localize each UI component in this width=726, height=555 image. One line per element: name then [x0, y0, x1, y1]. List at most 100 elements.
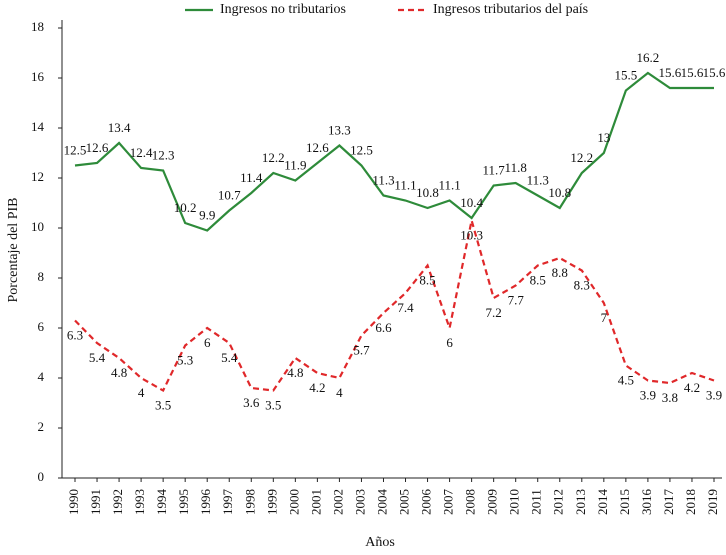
- data-label: 8.3: [574, 277, 590, 292]
- y-tick-label: 0: [38, 469, 45, 484]
- x-tick-label: 1990: [66, 489, 81, 515]
- x-tick-label: 2001: [308, 489, 323, 515]
- x-tick-label: 1999: [264, 489, 279, 515]
- y-tick-label: 2: [38, 419, 45, 434]
- x-tick-label: 1996: [198, 489, 213, 516]
- data-label: 12.2: [570, 150, 593, 165]
- x-tick-label: 2015: [617, 489, 632, 515]
- y-tick-label: 18: [31, 19, 44, 34]
- x-tick-label: 1993: [132, 489, 147, 515]
- y-tick-label: 12: [31, 169, 44, 184]
- data-label: 7.4: [397, 300, 414, 315]
- x-tick-label: 1991: [88, 489, 103, 515]
- x-tick-label: 2011: [529, 489, 544, 515]
- y-tick-label: 10: [31, 219, 44, 234]
- x-tick-label: 2005: [397, 489, 412, 515]
- data-label: 3.9: [640, 387, 656, 402]
- data-label: 12.2: [262, 150, 285, 165]
- data-label: 9.9: [199, 207, 215, 222]
- data-label: 15.6: [681, 65, 704, 80]
- data-label: 10.7: [218, 187, 241, 202]
- y-tick-label: 16: [31, 69, 45, 84]
- x-axis-label: Años: [365, 535, 395, 550]
- data-label: 3.5: [155, 397, 171, 412]
- series-line: [74, 220, 715, 393]
- data-label: 10.2: [174, 200, 197, 215]
- data-label: 4.2: [684, 380, 700, 395]
- y-tick-label: 14: [31, 119, 45, 134]
- data-label: 10.4: [460, 195, 483, 210]
- y-tick-label: 6: [38, 319, 45, 334]
- data-label: 12.5: [350, 142, 373, 157]
- x-tick-label: 2018: [683, 489, 698, 515]
- data-label: 10.3: [460, 227, 483, 242]
- data-label: 10.8: [416, 185, 439, 200]
- data-label: 8.5: [419, 272, 435, 287]
- data-label: 7.7: [508, 292, 525, 307]
- data-label: 4.2: [309, 380, 325, 395]
- data-label: 12.5: [64, 142, 87, 157]
- x-tick-label: 1994: [154, 489, 169, 516]
- y-axis-label: Porcentaje del PIB: [6, 198, 21, 303]
- x-tick-label: 2012: [551, 489, 566, 515]
- data-label: 7: [601, 310, 608, 325]
- data-label: 11.3: [372, 172, 394, 187]
- data-label: 3.8: [662, 390, 678, 405]
- data-label: 16.2: [637, 50, 660, 65]
- data-label: 11.1: [438, 177, 460, 192]
- data-label: 15.6: [659, 65, 682, 80]
- data-label: 5.7: [353, 342, 370, 357]
- data-label: 11.8: [505, 160, 527, 175]
- data-label: 6: [204, 335, 211, 350]
- series-line: [74, 71, 714, 232]
- x-tick-label: 3016: [639, 489, 654, 516]
- data-label: 6.3: [67, 327, 83, 342]
- data-label: 8.5: [530, 272, 546, 287]
- x-tick-label: 2004: [374, 489, 389, 516]
- data-label: 4.8: [287, 365, 303, 380]
- data-label: 12.3: [152, 147, 175, 162]
- data-label: 5.4: [89, 350, 106, 365]
- data-label: 11.7: [483, 162, 506, 177]
- data-label: 4.5: [618, 372, 634, 387]
- x-tick-label: 2013: [573, 489, 588, 515]
- x-tick-label: 2007: [441, 489, 456, 516]
- data-label: 12.4: [130, 145, 153, 160]
- x-tick-label: 1997: [220, 489, 235, 516]
- data-label: 5.4: [221, 350, 238, 365]
- x-tick-label: 1992: [110, 489, 125, 515]
- y-tick-label: 4: [38, 369, 45, 384]
- data-label: 4.8: [111, 365, 127, 380]
- data-label: 10.8: [548, 185, 571, 200]
- x-tick-label: 2008: [463, 489, 478, 515]
- data-label: 7.2: [486, 305, 502, 320]
- data-label: 11.4: [240, 170, 263, 185]
- data-label: 13.3: [328, 122, 351, 137]
- y-tick-label: 8: [38, 269, 45, 284]
- data-label: 11.1: [394, 177, 416, 192]
- legend-label: Ingresos no tributarios: [220, 2, 346, 17]
- data-label: 3.9: [706, 387, 722, 402]
- data-label: 5.3: [177, 352, 193, 367]
- x-tick-label: 1995: [176, 489, 191, 515]
- data-label: 6: [446, 335, 453, 350]
- x-tick-label: 1998: [242, 489, 257, 515]
- data-label: 12.6: [86, 140, 109, 155]
- data-label: 15.5: [614, 67, 637, 82]
- data-label: 13.4: [108, 120, 131, 135]
- data-label: 3.5: [265, 397, 281, 412]
- data-label: 11.9: [284, 157, 306, 172]
- data-label: 3.6: [243, 395, 260, 410]
- data-label: 4: [336, 385, 343, 400]
- x-tick-label: 2002: [330, 489, 345, 515]
- x-tick-label: 2014: [595, 489, 610, 516]
- legend-label: Ingresos tributarios del país: [433, 2, 588, 17]
- data-label: 4: [138, 385, 145, 400]
- x-tick-label: 2003: [352, 489, 367, 515]
- data-label: 12.6: [306, 140, 329, 155]
- data-label: 6.6: [375, 320, 392, 335]
- data-label: 8.8: [552, 265, 568, 280]
- x-tick-label: 2009: [485, 489, 500, 515]
- x-tick-label: 2017: [661, 489, 676, 516]
